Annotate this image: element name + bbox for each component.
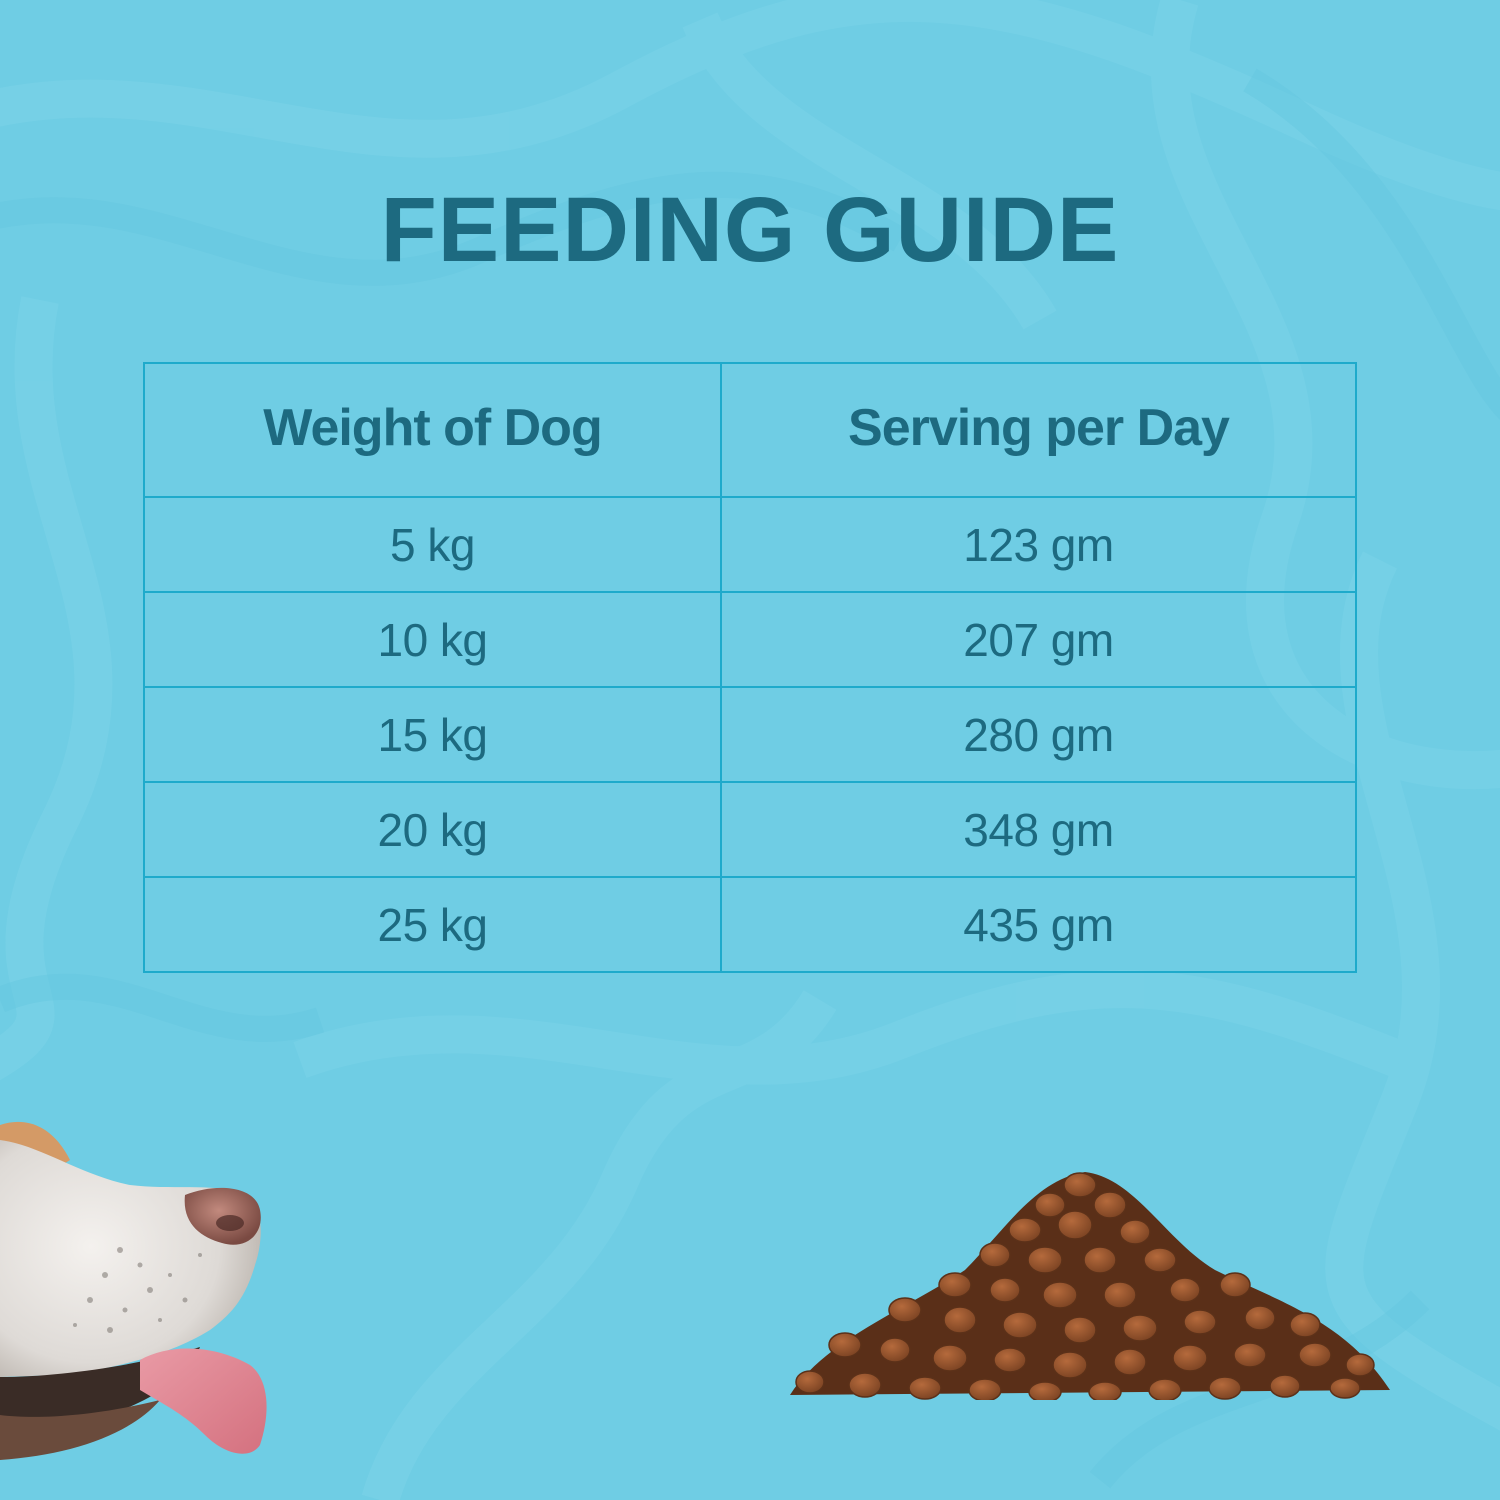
weight-cell: 10 kg	[143, 591, 722, 688]
feeding-guide-table: Weight of Dog Serving per Day 5 kg 123 g…	[143, 362, 1357, 973]
table-row: 20 kg 348 gm	[143, 781, 1357, 878]
header-serving: Serving per Day	[720, 362, 1357, 498]
weight-cell: 15 kg	[143, 686, 722, 783]
serving-cell: 207 gm	[720, 591, 1357, 688]
kibble-pile-image	[790, 1172, 1390, 1400]
table-row: 25 kg 435 gm	[143, 876, 1357, 973]
table-header-row: Weight of Dog Serving per Day	[143, 362, 1357, 498]
table-row: 10 kg 207 gm	[143, 591, 1357, 688]
weight-cell: 5 kg	[143, 496, 722, 593]
serving-cell: 435 gm	[720, 876, 1357, 973]
header-weight: Weight of Dog	[143, 362, 722, 498]
weight-cell: 20 kg	[143, 781, 722, 878]
table-row: 5 kg 123 gm	[143, 496, 1357, 593]
serving-cell: 348 gm	[720, 781, 1357, 878]
page-title: FEEDING GUIDE	[380, 179, 1120, 281]
dog-snout-image	[0, 1121, 267, 1460]
serving-cell: 123 gm	[720, 496, 1357, 593]
table-row: 15 kg 280 gm	[143, 686, 1357, 783]
weight-cell: 25 kg	[143, 876, 722, 973]
serving-cell: 280 gm	[720, 686, 1357, 783]
